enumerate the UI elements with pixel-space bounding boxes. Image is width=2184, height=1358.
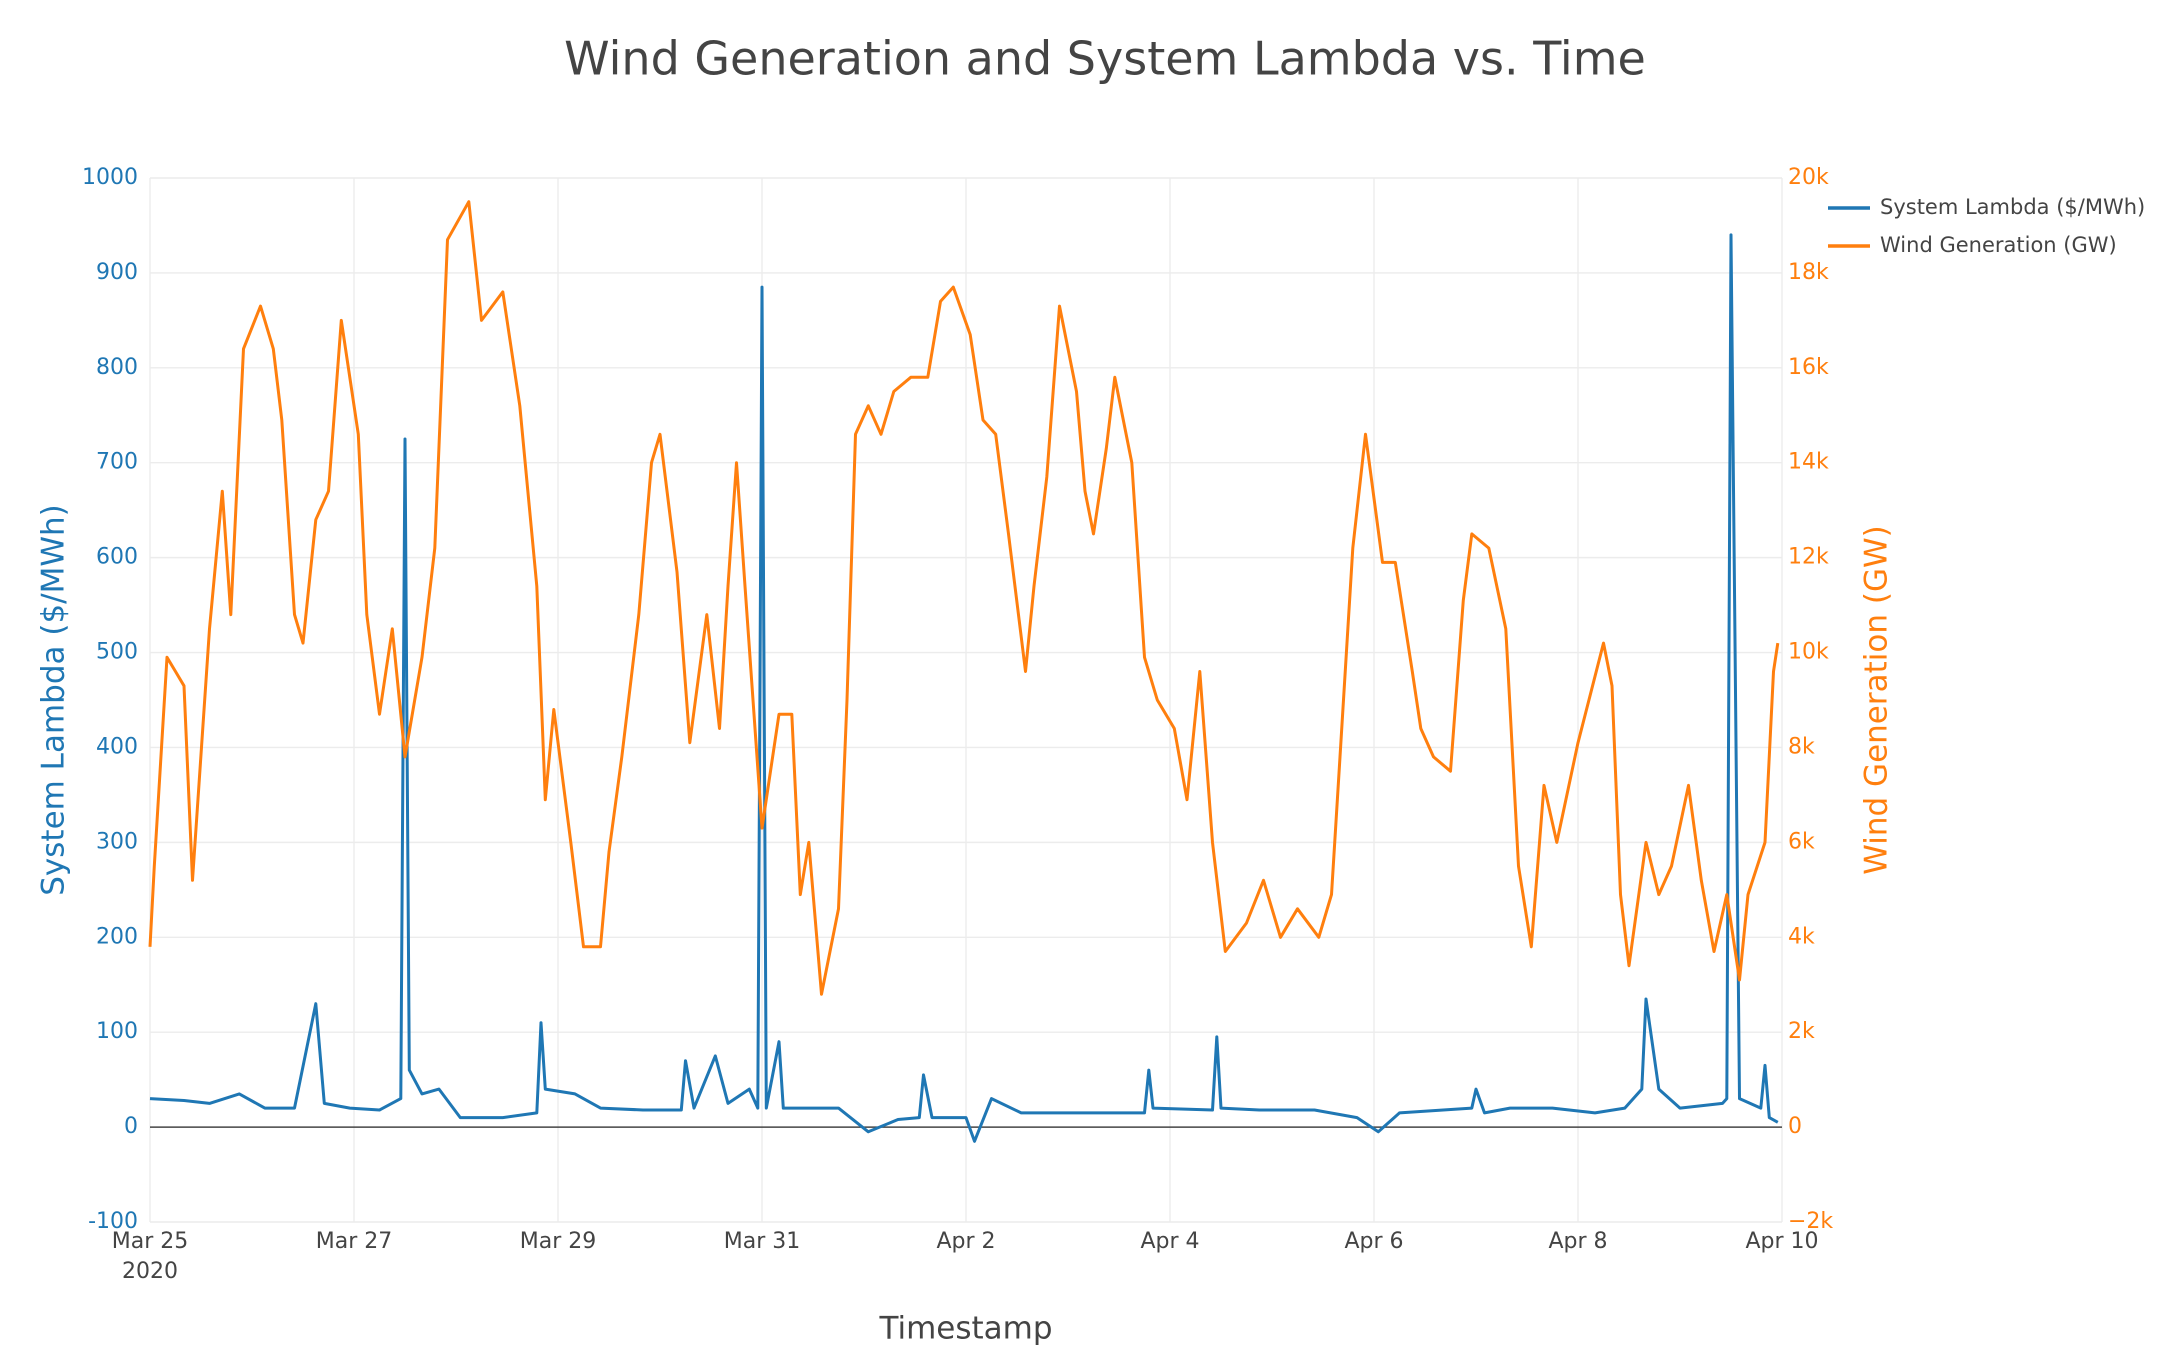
series-line [149, 233, 1779, 1143]
x-tick-label: Apr 4 [1140, 1229, 1199, 1254]
y-tick-label: 900 [96, 260, 138, 285]
y-axis-title: System Lambda ($/MWh) [36, 504, 72, 896]
legend-label: Wind Generation (GW) [1880, 233, 2117, 257]
y-tick-label: -100 [88, 1209, 138, 1234]
y2-tick-label: 20k [1788, 165, 1829, 190]
x-tick-label: Mar 25 [112, 1229, 189, 1254]
y2-tick-label: 16k [1788, 355, 1829, 380]
y-tick-label: 1000 [82, 165, 138, 190]
y2-tick-label: 10k [1788, 640, 1829, 665]
y-tick-label: 100 [96, 1019, 138, 1044]
y-tick-label: 0 [124, 1114, 138, 1139]
y-tick-label: 700 [96, 450, 138, 475]
y-tick-label: 200 [96, 924, 138, 949]
x-tick-label: Mar 27 [316, 1229, 393, 1254]
y-tick-label: 300 [96, 829, 138, 854]
y2-axis-title: Wind Generation (GW) [1859, 525, 1895, 874]
x-tick-year: 2020 [122, 1259, 178, 1284]
y2-tick-label: 0 [1788, 1114, 1802, 1139]
x-tick-label: Apr 2 [936, 1229, 995, 1254]
legend-label: System Lambda ($/MWh) [1880, 195, 2145, 219]
y2-tick-label: 8k [1788, 734, 1815, 759]
y2-tick-label: 12k [1788, 545, 1829, 570]
chart-title: Wind Generation and System Lambda vs. Ti… [564, 32, 1646, 86]
x-tick-label: Mar 31 [724, 1229, 801, 1254]
y-tick-label: 800 [96, 355, 138, 380]
x-tick-label: Apr 6 [1344, 1229, 1403, 1254]
x-tick-label: Mar 29 [520, 1229, 597, 1254]
y-tick-label: 500 [96, 640, 138, 665]
y2-tick-label: 18k [1788, 260, 1829, 285]
x-tick-label: Apr 10 [1745, 1229, 1818, 1254]
y-tick-label: 400 [96, 734, 138, 759]
y2-tick-label: −2k [1788, 1209, 1833, 1234]
y2-tick-label: 2k [1788, 1019, 1815, 1044]
y2-tick-label: 4k [1788, 924, 1815, 949]
y2-tick-label: 6k [1788, 829, 1815, 854]
x-tick-label: Apr 8 [1548, 1229, 1607, 1254]
series-line [148, 200, 1780, 996]
x-axis-title: Timestamp [878, 1311, 1052, 1347]
y-tick-label: 600 [96, 545, 138, 570]
y2-tick-label: 14k [1788, 450, 1829, 475]
